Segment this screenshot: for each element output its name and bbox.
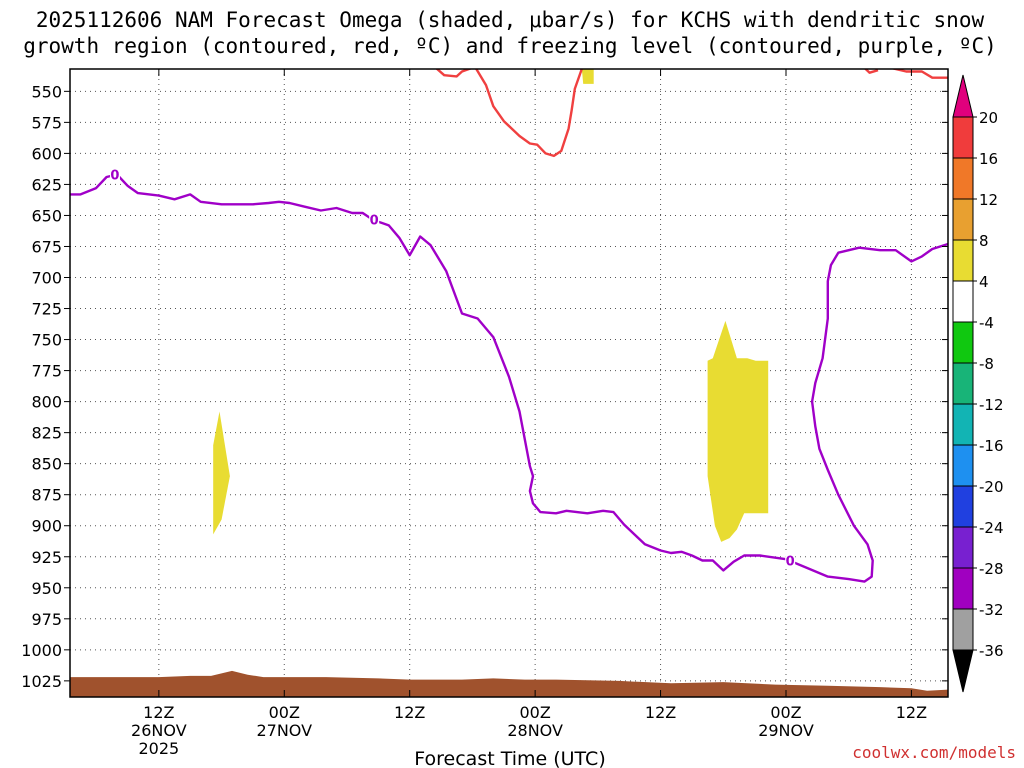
colorbar-label: -28: [979, 560, 1004, 578]
colorbar-label: -24: [979, 519, 1004, 537]
colorbar-label: 4: [979, 273, 989, 291]
colorbar-swatch: [952, 608, 974, 651]
y-tick-label: 875: [31, 486, 62, 505]
colorbar-swatch: [952, 157, 974, 200]
y-tick-label: 825: [31, 424, 62, 443]
colorbar-label: -16: [979, 437, 1004, 455]
x-tick-date: 27NOV: [256, 721, 312, 740]
x-tick-label: 12Z: [143, 703, 174, 722]
y-tick-label: 650: [31, 206, 62, 225]
colorbar-swatch: [952, 403, 974, 446]
freezing-level-line: [70, 173, 948, 583]
omega-shaded-region: [213, 411, 230, 535]
x-tick-label: 00Z: [770, 703, 801, 722]
y-tick-label: 850: [31, 455, 62, 474]
chart-title-line-2: growth region (contoured, red, ºC) and f…: [23, 34, 997, 58]
axes: 550 575 600 625 650 675 700 725 750 775 800 825 850 8…: [21, 68, 949, 758]
contour-label-bg: [109, 167, 120, 182]
plot-content: 0 0 0: [70, 69, 948, 697]
chart-title-line-1: 2025112606 NAM Forecast Omega (shaded, μ…: [36, 8, 985, 32]
x-tick-label: 00Z: [519, 703, 550, 722]
colorbar-swatch: [952, 198, 974, 241]
colorbar-swatch: [952, 567, 974, 610]
x-tick-label: 12Z: [645, 703, 676, 722]
y-tick-label: 775: [31, 362, 62, 381]
x-tick-label: 12Z: [394, 703, 425, 722]
y-tick-label: 550: [31, 82, 62, 101]
colorbar-swatch: [952, 526, 974, 569]
colorbar-swatch: [952, 444, 974, 487]
colorbar-swatch: [952, 116, 974, 159]
x-axis-title: Forecast Time (UTC): [414, 748, 605, 768]
y-tick-label: 900: [31, 517, 62, 536]
y-tick-label: 675: [31, 237, 62, 256]
colorbar-swatch: [952, 485, 974, 528]
contour-label-bg: [369, 212, 380, 227]
y-tick-label: 575: [31, 113, 62, 132]
colorbar: 20 16 12 8 4 -4 -8 -12 -16 -20 -24 -28 -32 -36: [952, 74, 1004, 693]
colorbar-label: 16: [979, 150, 998, 168]
dgz-contour-line: [435, 69, 473, 78]
y-tick-label: 975: [31, 610, 62, 629]
colorbar-label: 20: [979, 109, 998, 127]
y-tick-label: 925: [31, 548, 62, 567]
terrain-fill: [70, 670, 948, 697]
y-tick-label: 950: [31, 579, 62, 598]
dgz-contour-line: [474, 69, 584, 158]
x-tick-label: 00Z: [269, 703, 300, 722]
colorbar-label: -32: [979, 601, 1004, 619]
colorbar-bottom-arrow: [952, 649, 974, 693]
y-tick-label: 700: [31, 269, 62, 288]
plot-area: 0 0 0: [70, 69, 948, 697]
colorbar-swatch: [952, 362, 974, 405]
dgz-contour-line: [890, 69, 948, 79]
colorbar-top-arrow: [952, 74, 974, 118]
y-tick-label: 1000: [21, 641, 62, 660]
colorbar-swatch: [952, 280, 974, 323]
omega-shaded-region: [579, 69, 594, 84]
contour-label-bg: [785, 553, 796, 568]
colorbar-label: -20: [979, 478, 1004, 496]
colorbar-label: -12: [979, 396, 1004, 414]
plot-frame: [69, 68, 949, 698]
y-tick-label: 725: [31, 300, 62, 319]
y-tick-label: 1025: [21, 672, 62, 691]
omega-shaded-region: [707, 320, 769, 542]
x-tick-date: 26NOV: [131, 721, 187, 740]
x-tick-year: 2025: [138, 739, 179, 758]
y-tick-label: 600: [31, 144, 62, 163]
x-tick-date: 29NOV: [758, 721, 814, 740]
colorbar-label: -4: [979, 314, 994, 332]
y-tick-label: 800: [31, 393, 62, 412]
colorbar-label: -8: [979, 355, 994, 373]
site-credit: coolwx.com/models: [852, 743, 1016, 762]
x-tick-label: 12Z: [896, 703, 927, 722]
y-tick-label: 750: [31, 331, 62, 350]
x-tick-date: 28NOV: [507, 721, 563, 740]
y-tick-label: 625: [31, 175, 62, 194]
colorbar-swatch: [952, 321, 974, 364]
freezing-level-label: 0: [370, 213, 379, 228]
freezing-level-label: 0: [110, 169, 119, 184]
colorbar-swatch: [952, 239, 974, 282]
freezing-level-label: 0: [786, 555, 795, 570]
colorbar-label: -36: [979, 642, 1004, 660]
colorbar-label: 12: [979, 191, 998, 209]
colorbar-label: 8: [979, 232, 989, 250]
